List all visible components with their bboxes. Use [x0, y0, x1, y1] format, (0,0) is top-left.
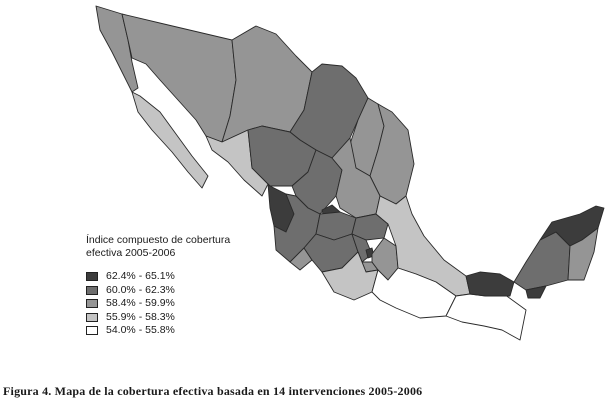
legend-title: Índice compuesto de cobertura efectiva 2… — [86, 234, 286, 260]
region-sonora — [121, 13, 237, 143]
legend-item: 54.0% - 55.8% — [86, 324, 286, 338]
legend-label: 60.0% - 62.3% — [106, 283, 175, 296]
legend-title-line2: efectiva 2005-2006 — [86, 247, 176, 259]
legend-item: 60.0% - 62.3% — [86, 284, 286, 298]
legend-swatch — [86, 299, 98, 309]
legend-label: 55.9% - 58.3% — [106, 310, 175, 323]
region-oaxaca — [371, 267, 457, 319]
legend-swatch — [86, 312, 98, 322]
region-campeche-south — [525, 285, 547, 299]
legend-title-line1: Índice compuesto de cobertura — [86, 234, 231, 246]
legend-label: 54.0% - 55.8% — [106, 324, 175, 337]
legend-item: 58.4% - 59.9% — [86, 297, 286, 311]
region-jalisco — [273, 193, 321, 263]
region-tabasco — [465, 271, 515, 297]
region-quintana-roo — [567, 227, 599, 281]
map-legend: Índice compuesto de cobertura efectiva 2… — [86, 234, 286, 338]
legend-label: 58.4% - 59.9% — [106, 297, 175, 310]
region-campeche — [513, 231, 571, 291]
region-baja-california-sur — [131, 91, 209, 189]
legend-swatch — [86, 285, 98, 295]
legend-swatch — [86, 326, 98, 336]
legend-item: 62.4% - 65.1% — [86, 270, 286, 284]
figure-caption: Figura 4. Mapa de la cobertura efectiva … — [3, 384, 423, 398]
legend-item: 55.9% - 58.3% — [86, 311, 286, 325]
legend-swatch — [86, 272, 98, 282]
region-chiapas — [445, 293, 527, 341]
legend-label: 62.4% - 65.1% — [106, 270, 175, 283]
region-yucatan — [539, 205, 605, 247]
region-sinaloa — [205, 129, 269, 197]
